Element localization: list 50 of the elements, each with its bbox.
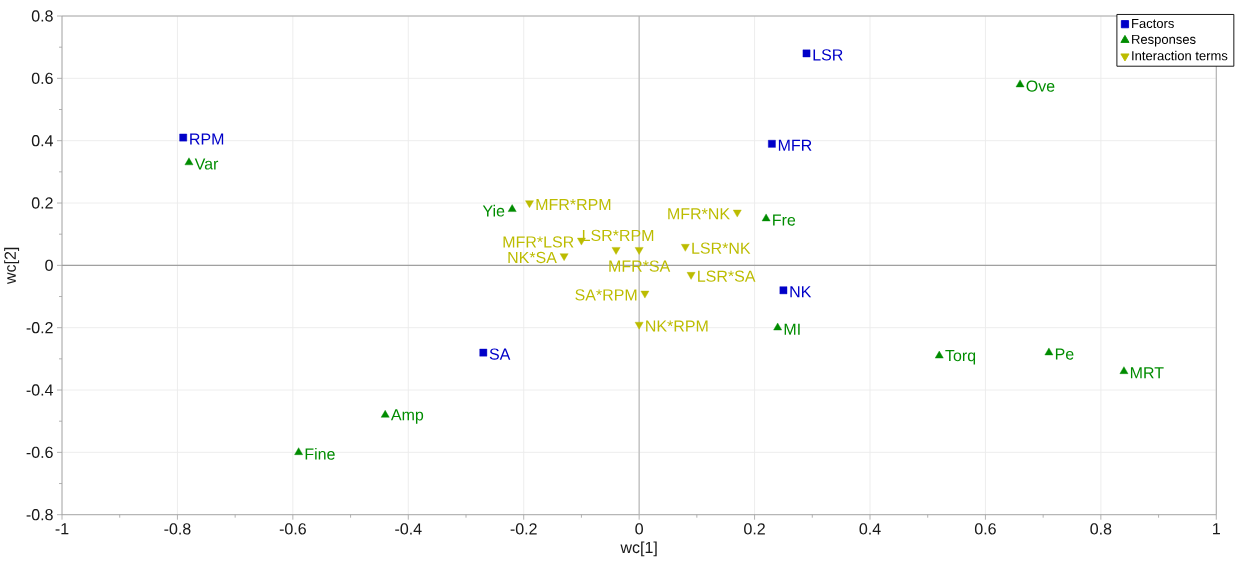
annotation: MRT [1130, 367, 1164, 379]
annotation: Amp [390, 409, 424, 424]
y-tick-label: -0.4 [26, 384, 54, 396]
annotation: MFR*RPM [536, 199, 611, 211]
annotation: LSR*NK [692, 242, 751, 254]
y-tick-label: 0.6 [31, 72, 53, 84]
annotation: MI [784, 323, 800, 335]
x-tick-label: 0.2 [744, 523, 765, 535]
y-tick-label: -0.8 [26, 509, 53, 521]
annotation: SA [489, 348, 511, 360]
annotation: LSR*RPM [582, 229, 654, 242]
x-tick-label: -0.4 [395, 523, 422, 535]
x-tick-label: -0.6 [279, 523, 306, 535]
annotation: Pe [1055, 348, 1074, 360]
y-tick-label: 0.2 [31, 197, 53, 209]
annotation: LSR*SA [698, 270, 756, 282]
y-axis-title: wc[2] [4, 247, 20, 285]
legend-label: Interaction terms [1132, 50, 1228, 61]
annotation: Fre [773, 214, 796, 226]
x-tick-label: -0.2 [510, 523, 537, 535]
y-tick-label: -0.2 [26, 322, 53, 334]
annotation: Ove [1026, 80, 1055, 92]
annotation: Var [194, 158, 219, 170]
annotation: NK*RPM [646, 320, 708, 332]
annotation: Fine [305, 447, 335, 460]
y-tick-label: 0 [45, 259, 53, 272]
x-tick-label: 1 [1213, 523, 1220, 535]
x-tick-label: -0.8 [164, 523, 191, 535]
x-tick-label: -1 [55, 523, 69, 535]
annotation: MFR*SA [609, 260, 671, 272]
annotation: MFR*LSR [503, 236, 574, 248]
annotation: LSR [813, 49, 843, 61]
annotation: MFR*NK [668, 208, 730, 220]
annotation: MFR [778, 139, 812, 151]
legend-label: Factors [1132, 18, 1174, 29]
x-axis-title: wc[1] [620, 541, 657, 557]
annotation: RPM [190, 133, 224, 145]
x-tick-label: 0.8 [1090, 523, 1112, 535]
annotation: NK*SA [508, 251, 557, 264]
legend-label: Responses [1132, 34, 1196, 47]
annotation: Torq [945, 350, 976, 365]
x-tick-label: 0.4 [859, 523, 881, 535]
y-tick-label: 0.4 [31, 135, 54, 147]
annotation: NK [790, 286, 812, 298]
annotation: Yie [482, 204, 505, 217]
y-tick-label: 0.8 [31, 10, 53, 22]
x-tick-label: 0 [635, 523, 643, 535]
y-tick-label: -0.6 [26, 446, 53, 459]
annotation: SA*RPM [575, 289, 637, 301]
x-tick-label: 0.6 [974, 523, 996, 535]
